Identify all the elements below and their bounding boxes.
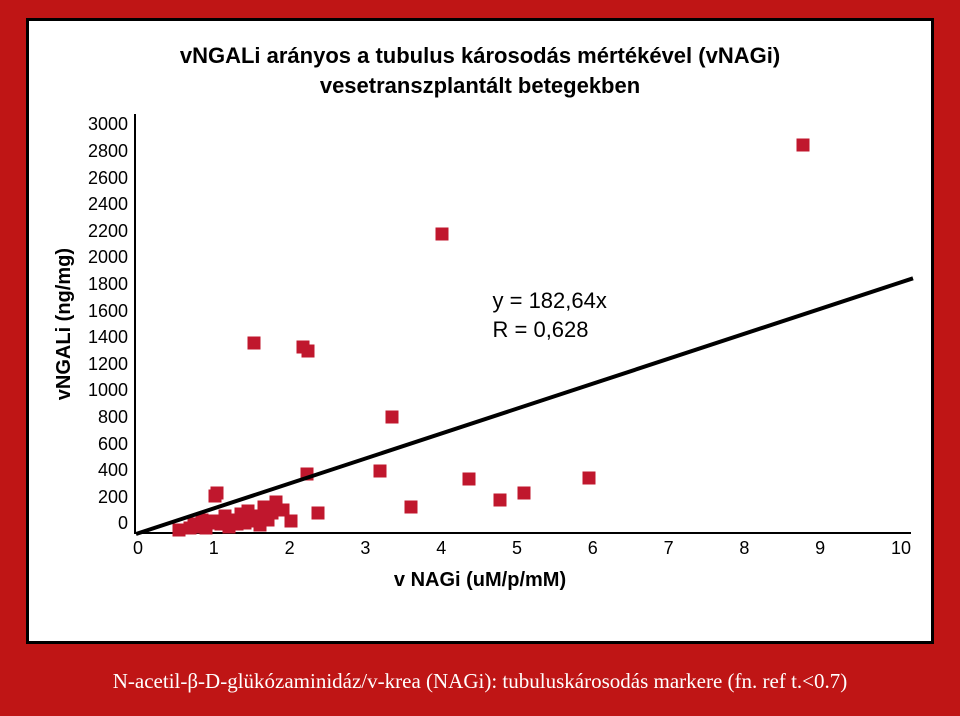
data-point — [583, 472, 596, 485]
data-point — [230, 518, 243, 531]
y-tick: 1200 — [88, 354, 128, 375]
data-point — [199, 522, 212, 535]
y-tick: 1800 — [88, 274, 128, 295]
y-tick: 600 — [98, 434, 128, 455]
x-axis-label: v NAGi (uM/p/mM) — [49, 569, 911, 592]
data-point — [219, 509, 232, 522]
x-axis-row: 0 1 2 3 4 5 6 7 8 9 10 — [49, 534, 911, 559]
slide-background: vNGALi arányos a tubulus károsodás mérté… — [0, 0, 960, 716]
x-axis-ticks: 0 1 2 3 4 5 6 7 8 9 10 — [133, 534, 911, 559]
x-tick: 0 — [133, 538, 143, 559]
ylabel-spacer — [49, 534, 75, 559]
y-tick: 1400 — [88, 327, 128, 348]
data-point — [209, 490, 222, 503]
data-point — [203, 516, 216, 529]
chart-area: vNGALi (ng/mg) 3000280026002400220020001… — [49, 114, 911, 534]
data-point — [385, 410, 398, 423]
data-point — [261, 513, 274, 526]
data-point — [223, 520, 236, 533]
data-point — [796, 139, 809, 152]
x-tick: 5 — [512, 538, 522, 559]
data-point — [188, 518, 201, 531]
data-point — [238, 516, 251, 529]
data-point — [405, 501, 418, 514]
data-point — [250, 509, 263, 522]
data-point — [265, 506, 278, 519]
scatter-plot: y = 182,64x R = 0,628 y — [134, 114, 911, 534]
regression-equation: y = 182,64x R = 0,628 — [493, 287, 607, 344]
data-point — [277, 504, 290, 517]
y-axis-ticks: 3000280026002400220020001800160014001200… — [76, 114, 134, 534]
title-line-1: vNGALi arányos a tubulus károsodás mérté… — [180, 43, 780, 68]
y-tick: 800 — [98, 407, 128, 428]
chart-title: vNGALi arányos a tubulus károsodás mérté… — [49, 41, 911, 100]
y-tick: 2400 — [88, 194, 128, 215]
footnote-text: N-acetil-β-D-glükózaminidáz/v-krea (NAGi… — [26, 669, 934, 694]
stray-white-glyph: y — [314, 332, 325, 358]
data-point — [172, 523, 185, 536]
data-point — [215, 518, 228, 531]
data-point — [207, 515, 220, 528]
y-tick: 200 — [98, 487, 128, 508]
y-tick: 2600 — [88, 168, 128, 189]
x-tick: 7 — [664, 538, 674, 559]
y-tick: 2000 — [88, 247, 128, 268]
reg-line1: y = 182,64x — [493, 288, 607, 313]
data-point — [234, 508, 247, 521]
chart-panel: vNGALi arányos a tubulus károsodás mérté… — [26, 18, 934, 644]
data-point — [257, 501, 270, 514]
reg-line2: R = 0,628 — [493, 317, 589, 342]
data-point — [463, 473, 476, 486]
y-tick: 3000 — [88, 114, 128, 135]
title-line-2: vesetranszplantált betegekben — [320, 73, 640, 98]
data-point — [302, 345, 315, 358]
x-tick: 9 — [815, 538, 825, 559]
y-tick: 1000 — [88, 380, 128, 401]
x-tick: 3 — [360, 538, 370, 559]
data-point — [254, 519, 267, 532]
y-tick: 0 — [118, 513, 128, 534]
data-point — [211, 487, 224, 500]
y-tick: 1600 — [88, 301, 128, 322]
data-point — [285, 515, 298, 528]
x-tick: 6 — [588, 538, 598, 559]
y-tick: 400 — [98, 460, 128, 481]
data-point — [312, 506, 325, 519]
data-point — [494, 494, 507, 507]
x-tick: 8 — [739, 538, 749, 559]
data-point — [246, 515, 259, 528]
y-tick: 2800 — [88, 141, 128, 162]
data-point — [296, 341, 309, 354]
yaxis-tick-spacer — [75, 534, 133, 559]
data-point — [269, 495, 282, 508]
x-tick: 10 — [891, 538, 911, 559]
data-point — [247, 336, 260, 349]
y-tick: 2200 — [88, 221, 128, 242]
x-tick: 4 — [436, 538, 446, 559]
data-point — [242, 505, 255, 518]
x-tick: 2 — [285, 538, 295, 559]
y-axis-label: vNGALi (ng/mg) — [49, 248, 76, 400]
data-point — [517, 487, 530, 500]
data-point — [184, 522, 197, 535]
x-tick: 1 — [209, 538, 219, 559]
data-point — [374, 465, 387, 478]
data-point — [192, 520, 205, 533]
data-point — [436, 228, 449, 241]
data-point — [226, 513, 239, 526]
